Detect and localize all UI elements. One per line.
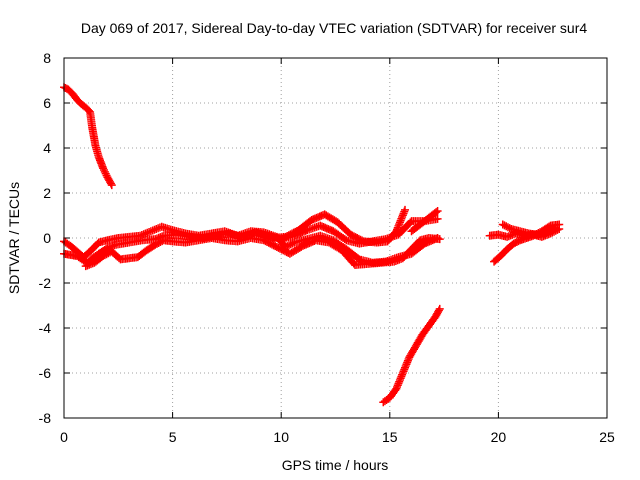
data-points (60, 83, 564, 407)
data-point (435, 235, 444, 244)
data-point (358, 236, 367, 245)
data-point (545, 226, 554, 235)
data-point (498, 220, 507, 229)
data-point (101, 169, 110, 178)
y-tick-label: 0 (43, 230, 51, 246)
data-point (156, 238, 165, 247)
series-arc-7 (379, 304, 444, 407)
data-point (432, 208, 441, 217)
chart-title: Day 069 of 2017, Sidereal Day-to-day VTE… (81, 20, 587, 36)
data-point (503, 223, 512, 232)
y-tick-label: -8 (39, 410, 52, 426)
data-point (286, 240, 295, 249)
data-point (547, 225, 556, 234)
x-axis-label: GPS time / hours (282, 457, 389, 473)
plot-frame (63, 57, 608, 419)
data-point (285, 241, 294, 250)
x-tick-label: 25 (599, 429, 615, 445)
y-tick-label: -6 (39, 365, 52, 381)
series-arc-5 (255, 205, 410, 247)
data-point (154, 238, 163, 247)
data-point (549, 224, 558, 233)
data-point (433, 207, 442, 215)
series-arc-10 (498, 220, 559, 239)
data-point (435, 304, 444, 313)
series-arc-1 (60, 83, 116, 190)
data-point (555, 220, 564, 229)
y-tick-label: 4 (43, 140, 51, 156)
x-tick-label: 20 (491, 429, 507, 445)
data-point (543, 227, 552, 236)
data-point (505, 224, 514, 233)
data-point (401, 205, 410, 214)
data-point (550, 223, 559, 232)
data-point (433, 214, 442, 223)
data-point (107, 181, 116, 190)
x-tick-label: 5 (169, 429, 177, 445)
x-tick-label: 15 (382, 429, 398, 445)
axis-ticks: 0 5 10 15 20 25 -8 -6 -4 -2 0 2 4 6 8 (39, 50, 615, 445)
data-point (99, 164, 108, 173)
y-tick-label: 6 (43, 95, 51, 111)
data-point (100, 251, 109, 260)
x-tick-label: 0 (60, 429, 68, 445)
data-point (502, 222, 511, 231)
series-arc-4 (81, 234, 444, 271)
data-point (99, 166, 108, 175)
data-point (288, 239, 297, 248)
data-point (100, 167, 109, 176)
x-tick-label: 10 (273, 429, 289, 445)
y-tick-label: 2 (43, 185, 51, 201)
series-arc-6 (407, 207, 442, 236)
data-point (542, 228, 551, 237)
data-point (151, 240, 160, 249)
data-point (434, 306, 443, 315)
data-point (99, 252, 108, 260)
data-point (106, 179, 115, 188)
data-point (102, 250, 111, 259)
y-tick-label: -2 (39, 275, 52, 291)
data-point (500, 221, 509, 230)
y-axis-label: SDTVAR / TECUs (6, 182, 22, 294)
y-tick-label: -4 (39, 320, 52, 336)
data-point (340, 235, 349, 244)
y-tick-label: 8 (43, 50, 51, 66)
data-point (152, 239, 161, 248)
